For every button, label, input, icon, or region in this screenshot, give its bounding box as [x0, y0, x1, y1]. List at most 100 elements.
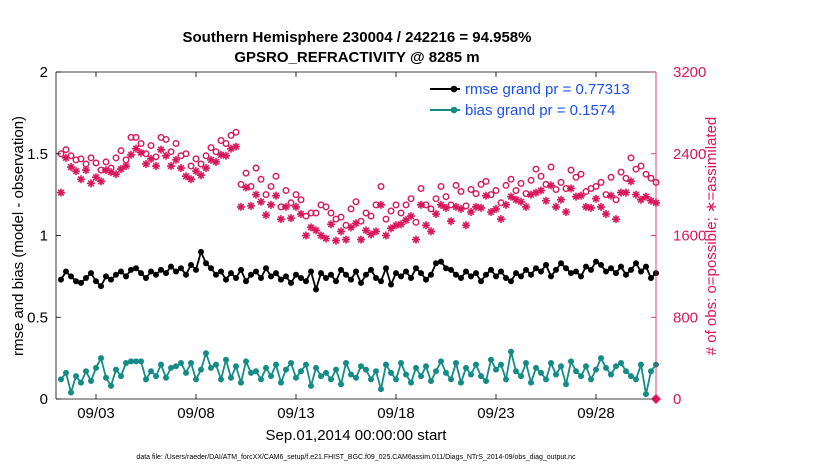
assimilated-marker [192, 167, 200, 176]
possible-marker [297, 196, 305, 204]
left-y-tick-label: 0 [40, 391, 48, 408]
bias-point [493, 366, 499, 373]
assimilated-marker [392, 221, 400, 230]
assimilated-marker [327, 220, 335, 229]
assimilated-marker [222, 151, 230, 160]
rmse-point [453, 271, 459, 278]
bias-point [88, 378, 94, 385]
possible-marker [492, 187, 500, 195]
rmse-point [553, 266, 559, 273]
bias-point [233, 363, 239, 370]
bias-point [438, 358, 444, 365]
rmse-point [633, 260, 639, 267]
rmse-point [623, 271, 629, 278]
rmse-point [78, 279, 84, 286]
rmse-point [618, 263, 624, 270]
bias-point [83, 368, 89, 375]
possible-marker [67, 152, 75, 160]
assimilated-marker [537, 186, 545, 195]
assimilated-marker [467, 207, 475, 216]
rmse-point [308, 268, 314, 275]
rmse-point [388, 281, 394, 288]
rmse-point [468, 273, 474, 280]
possible-marker [267, 182, 275, 190]
possible-marker [302, 212, 310, 220]
assimilated-marker [307, 223, 315, 232]
assimilated-marker [407, 212, 415, 221]
assimilated-marker [542, 196, 550, 205]
rmse-point [218, 268, 224, 275]
bias-point [183, 369, 189, 376]
bias-point [463, 364, 469, 371]
assimilated-marker [157, 145, 165, 154]
right-y-tick-label: 0 [673, 391, 681, 408]
rmse-point [153, 271, 159, 278]
possible-marker [607, 173, 615, 181]
rmse-point [183, 271, 189, 278]
rmse-point [148, 268, 154, 275]
rmse-point [548, 273, 554, 280]
possible-marker [542, 180, 550, 188]
bias-point [213, 361, 219, 368]
chart-subtitle: GPSRO_REFRACTIVITY @ 8285 m [234, 49, 479, 66]
rmse-point [393, 270, 399, 277]
possible-marker [397, 209, 405, 217]
assimilated-marker [592, 194, 600, 203]
rmse-point [398, 273, 404, 280]
bias-point [73, 373, 79, 380]
possible-marker [402, 201, 410, 209]
assimilated-marker [112, 170, 120, 179]
rmse-point [488, 266, 494, 273]
bias-point [168, 364, 174, 371]
assimilated-marker [382, 231, 390, 240]
x-tick-label: 09/18 [377, 405, 415, 422]
rmse-point [303, 278, 309, 285]
possible-marker [282, 187, 290, 195]
assimilated-marker [402, 216, 410, 225]
rmse-point [138, 270, 144, 277]
bias-point [598, 355, 604, 362]
rmse-point [253, 268, 259, 275]
bias-point [333, 366, 339, 373]
bias-point [338, 381, 344, 388]
right-y-tick-label: 3200 [673, 64, 706, 81]
rmse-point [328, 271, 334, 278]
possible-marker [247, 182, 255, 190]
possible-marker [647, 174, 655, 182]
rmse-point [108, 276, 114, 283]
possible-marker [227, 131, 235, 139]
bias-point [223, 356, 229, 363]
bias-point [238, 379, 244, 386]
rmse-point [338, 266, 344, 273]
bias-point [433, 368, 439, 375]
assimilated-marker [67, 163, 75, 172]
assimilated-marker [227, 144, 235, 153]
rmse-point [73, 278, 79, 285]
bias-point [98, 355, 104, 362]
bias-point [228, 374, 234, 381]
assimilated-marker [437, 200, 445, 209]
possible-marker [512, 187, 520, 195]
rmse-point [293, 271, 299, 278]
assimilated-marker [167, 162, 175, 171]
assimilated-marker [207, 155, 215, 164]
rmse-point [178, 265, 184, 272]
possible-marker [107, 164, 115, 172]
assimilated-marker [277, 215, 285, 224]
x-tick-label: 09/28 [577, 405, 615, 422]
bias-point [368, 376, 374, 383]
bias-point [523, 360, 529, 367]
possible-marker [342, 221, 350, 229]
possible-marker [612, 196, 620, 204]
bias-point [628, 373, 634, 380]
bias-point [453, 360, 459, 367]
x-axis-label: Sep.01,2014 00:00:00 start [266, 427, 448, 444]
assimilated-marker [472, 202, 480, 211]
possible-marker [222, 140, 230, 148]
possible-marker [432, 195, 440, 203]
bias-point [473, 361, 479, 368]
assimilated-marker [57, 188, 65, 197]
assimilated-marker [357, 235, 365, 244]
assimilated-marker [632, 190, 640, 199]
rmse-point [538, 268, 544, 275]
